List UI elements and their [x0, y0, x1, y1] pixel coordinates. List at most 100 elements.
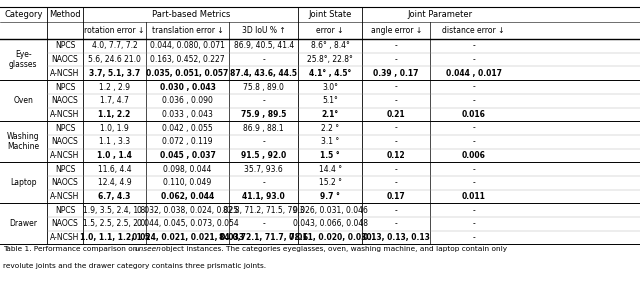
Text: -: -	[262, 96, 265, 105]
Text: -: -	[472, 124, 475, 133]
Text: 1.5 °: 1.5 °	[321, 151, 340, 160]
Text: 3D IoU % ↑: 3D IoU % ↑	[242, 26, 285, 35]
Text: 87.4, 43.6, 44.5: 87.4, 43.6, 44.5	[230, 69, 297, 78]
Text: 0.036 , 0.090: 0.036 , 0.090	[162, 96, 213, 105]
Text: object instances. The categories eyeglasses, oven, washing machine, and laptop c: object instances. The categories eyeglas…	[159, 246, 507, 252]
Text: A-NCSH: A-NCSH	[51, 151, 79, 160]
Text: -: -	[395, 41, 397, 50]
Text: Part-based Metrics: Part-based Metrics	[152, 10, 230, 19]
Text: -: -	[395, 219, 397, 228]
Text: 1.0, 1.1, 1.2, 1.5: 1.0, 1.1, 1.2, 1.5	[79, 233, 150, 242]
Text: 1.1 , 3.3: 1.1 , 3.3	[99, 137, 130, 146]
Text: 11.6, 4.4: 11.6, 4.4	[98, 165, 131, 174]
Text: Oven: Oven	[13, 96, 33, 105]
Text: -: -	[472, 178, 475, 187]
Text: 0.163, 0.452, 0.227: 0.163, 0.452, 0.227	[150, 55, 225, 64]
Text: NPCS: NPCS	[55, 41, 75, 50]
Text: 1.9, 3.5, 2.4, 1.8: 1.9, 3.5, 2.4, 1.8	[83, 206, 146, 215]
Text: 0.21: 0.21	[387, 110, 406, 119]
Text: NAOCS: NAOCS	[52, 96, 78, 105]
Text: 0.072 , 0.119: 0.072 , 0.119	[163, 137, 212, 146]
Text: -: -	[472, 55, 475, 64]
Text: 0.044, 0.080, 0.071: 0.044, 0.080, 0.071	[150, 41, 225, 50]
Text: 91.5 , 92.0: 91.5 , 92.0	[241, 151, 286, 160]
Text: 82.8, 71.2, 71.5, 79.3: 82.8, 71.2, 71.5, 79.3	[223, 206, 305, 215]
Text: Joint Parameter: Joint Parameter	[407, 10, 472, 19]
Text: 86.9, 40.5, 41.4: 86.9, 40.5, 41.4	[234, 41, 294, 50]
Text: -: -	[472, 219, 475, 228]
Text: -: -	[472, 165, 475, 174]
Text: 0.044 , 0.017: 0.044 , 0.017	[445, 69, 502, 78]
Text: -: -	[472, 233, 475, 242]
Text: 0.006: 0.006	[461, 151, 486, 160]
Text: 86.9 , 88.1: 86.9 , 88.1	[243, 124, 284, 133]
Text: unseen: unseen	[134, 246, 161, 252]
Text: -: -	[395, 96, 397, 105]
Text: A-NCSH: A-NCSH	[51, 110, 79, 119]
Text: NAOCS: NAOCS	[52, 219, 78, 228]
Text: -: -	[472, 206, 475, 215]
Text: 5.6, 24.6 21.0: 5.6, 24.6 21.0	[88, 55, 141, 64]
Text: 0.045 , 0.037: 0.045 , 0.037	[159, 151, 216, 160]
Text: NAOCS: NAOCS	[52, 55, 78, 64]
Text: A-NCSH: A-NCSH	[51, 192, 79, 201]
Text: -: -	[472, 83, 475, 92]
Text: 1.5, 2.5, 2.5, 2.0: 1.5, 2.5, 2.5, 2.0	[83, 219, 146, 228]
Text: distance error ↓: distance error ↓	[442, 26, 505, 35]
Text: revolute joints and the drawer category contains three prismatic joints.: revolute joints and the drawer category …	[3, 263, 266, 269]
Text: 14.4 °: 14.4 °	[319, 165, 342, 174]
Text: NAOCS: NAOCS	[52, 137, 78, 146]
Text: 3.0°: 3.0°	[323, 83, 339, 92]
Text: -: -	[395, 137, 397, 146]
Text: -: -	[395, 55, 397, 64]
Text: Performance comparison on: Performance comparison on	[29, 246, 140, 252]
Text: 0.032, 0.038, 0.024, 0.025: 0.032, 0.038, 0.024, 0.025	[137, 206, 238, 215]
Text: translation error ↓: translation error ↓	[152, 26, 223, 35]
Text: 41.1, 93.0: 41.1, 93.0	[243, 192, 285, 201]
Text: 35.7, 93.6: 35.7, 93.6	[244, 165, 283, 174]
Text: 0.044, 0.045, 0.073, 0.054: 0.044, 0.045, 0.073, 0.054	[137, 219, 238, 228]
Text: 4.1° , 4.5°: 4.1° , 4.5°	[309, 69, 351, 78]
Text: 1.0, 1.9: 1.0, 1.9	[100, 124, 129, 133]
Text: Laptop: Laptop	[10, 178, 36, 187]
Text: Washing
Machine: Washing Machine	[7, 132, 40, 151]
Text: 0.026, 0.031, 0.046: 0.026, 0.031, 0.046	[293, 206, 367, 215]
Text: 0.110, 0.049: 0.110, 0.049	[163, 178, 212, 187]
Text: 0.062, 0.044: 0.062, 0.044	[161, 192, 214, 201]
Text: 0.030 , 0.043: 0.030 , 0.043	[159, 83, 216, 92]
Text: 15.2 °: 15.2 °	[319, 178, 342, 187]
Text: -: -	[395, 206, 397, 215]
Text: NPCS: NPCS	[55, 206, 75, 215]
Text: 0.011: 0.011	[461, 192, 486, 201]
Text: 25.8°, 22.8°: 25.8°, 22.8°	[307, 55, 353, 64]
Text: Eye-
glasses: Eye- glasses	[9, 50, 38, 69]
Text: Drawer: Drawer	[10, 219, 37, 228]
Text: -: -	[262, 55, 265, 64]
Text: -: -	[395, 165, 397, 174]
Text: 0.13, 0.13, 0.13: 0.13, 0.13, 0.13	[363, 233, 429, 242]
Text: Table 1.: Table 1.	[3, 246, 32, 252]
Text: -: -	[472, 137, 475, 146]
Text: 0.043, 0.066, 0.048: 0.043, 0.066, 0.048	[292, 219, 368, 228]
Text: 4.0, 7.7, 7.2: 4.0, 7.7, 7.2	[92, 41, 138, 50]
Text: 75.8 , 89.0: 75.8 , 89.0	[243, 83, 284, 92]
Text: -: -	[395, 124, 397, 133]
Text: 84.0,72.1, 71.7, 78.6: 84.0,72.1, 71.7, 78.6	[219, 233, 308, 242]
Text: 3.1 °: 3.1 °	[321, 137, 339, 146]
Text: -: -	[395, 178, 397, 187]
Text: 8.6° , 8.4°: 8.6° , 8.4°	[311, 41, 349, 50]
Text: 0.033 , 0.043: 0.033 , 0.043	[162, 110, 213, 119]
Text: 2.1°: 2.1°	[322, 110, 339, 119]
Text: 0.035, 0.051, 0.057: 0.035, 0.051, 0.057	[147, 69, 228, 78]
Text: 0.12: 0.12	[387, 151, 406, 160]
Text: 3.7, 5.1, 3.7: 3.7, 5.1, 3.7	[89, 69, 140, 78]
Text: 1.0 , 1.4: 1.0 , 1.4	[97, 151, 132, 160]
Text: NPCS: NPCS	[55, 83, 75, 92]
Text: -: -	[262, 219, 265, 228]
Text: 6.7, 4.3: 6.7, 4.3	[99, 192, 131, 201]
Text: 2.2 °: 2.2 °	[321, 124, 339, 133]
Text: 0.17: 0.17	[387, 192, 406, 201]
Text: -: -	[395, 83, 397, 92]
Text: -: -	[472, 96, 475, 105]
Text: NPCS: NPCS	[55, 165, 75, 174]
